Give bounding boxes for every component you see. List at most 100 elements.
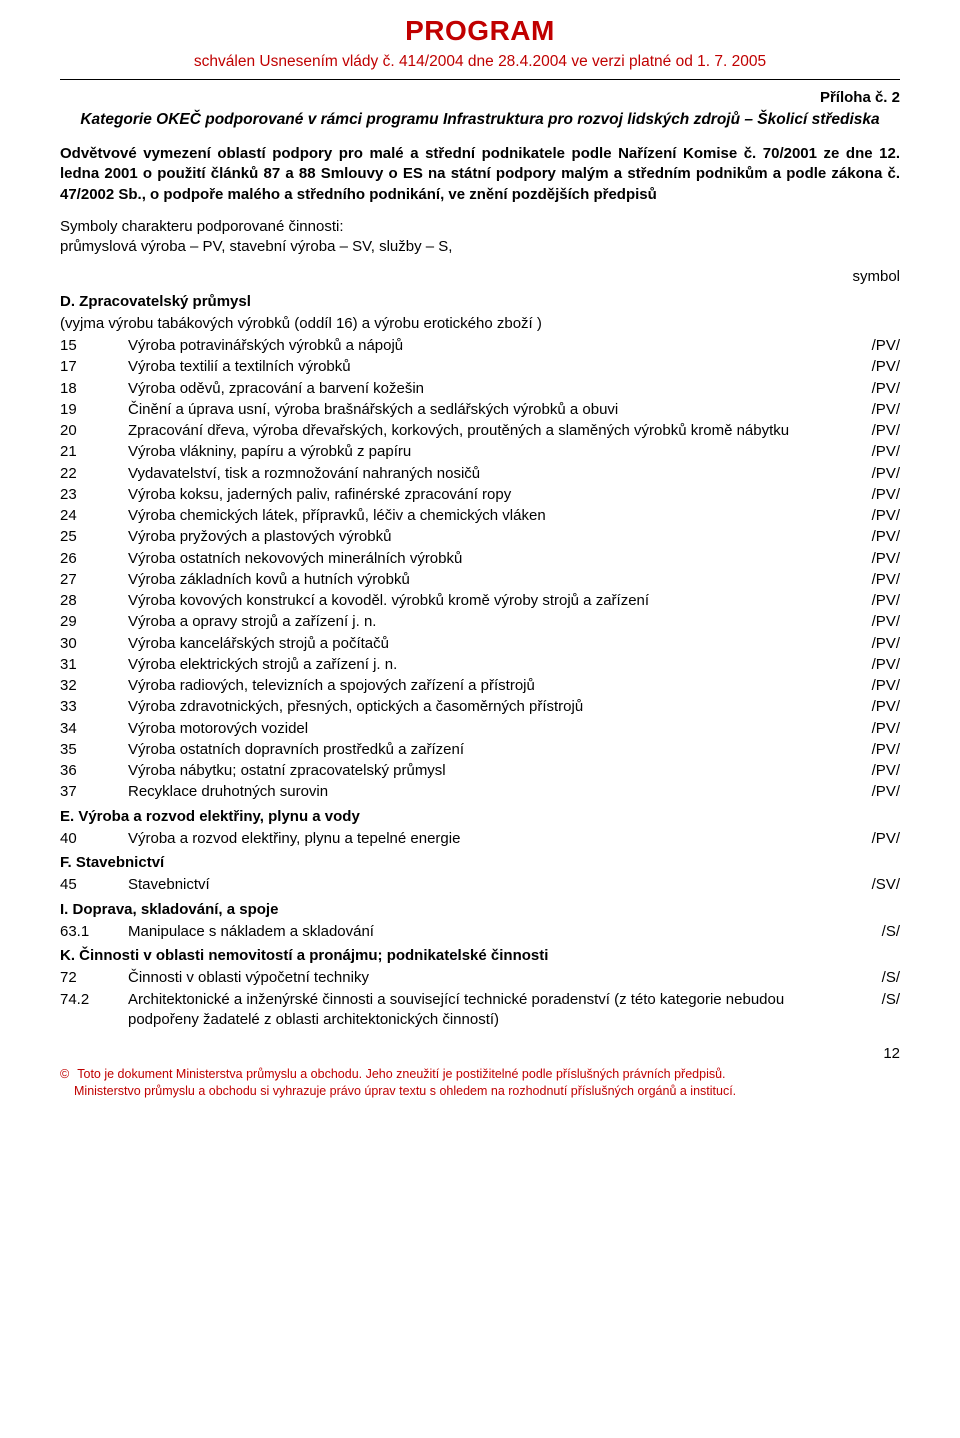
entry-symbol: /S/ — [856, 922, 900, 942]
section-e-heading: E. Výroba a rozvod elektřiny, plynu a vo… — [60, 807, 900, 827]
entry-code: 45 — [60, 875, 122, 895]
entry-symbol: /PV/ — [856, 506, 900, 526]
entry-code: 35 — [60, 740, 122, 760]
entry-code: 29 — [60, 612, 122, 632]
entry-code: 74.2 — [60, 990, 122, 1010]
entry-description: Výroba kovových konstrukcí a kovoděl. vý… — [128, 591, 850, 611]
entry-symbol: /PV/ — [856, 634, 900, 654]
entry-code: 32 — [60, 676, 122, 696]
table-row: 40 Výroba a rozvod elektřiny, plynu a tep… — [60, 829, 900, 849]
entry-code: 22 — [60, 464, 122, 484]
header-divider — [60, 79, 900, 80]
annex-title: Kategorie OKEČ podporované v rámci progr… — [70, 110, 890, 130]
footer-line-1: Toto je dokument Ministerstva průmyslu a… — [77, 1067, 725, 1081]
symbol-column-label: symbol — [60, 267, 900, 287]
entry-code: 25 — [60, 527, 122, 547]
table-row: 24Výroba chemických látek, přípravků, lé… — [60, 506, 900, 526]
table-row: 20 Zpracování dřeva, výroba dřevařských, … — [60, 421, 900, 441]
section-k-rows: 72Činnosti v oblasti výpočetní techniky/… — [60, 968, 900, 1030]
section-d-heading: D. Zpracovatelský průmysl — [60, 292, 900, 312]
entry-code: 37 — [60, 782, 122, 802]
table-row: 32 Výroba radiových, televizních a spojov… — [60, 676, 900, 696]
entry-description: Výroba a opravy strojů a zařízení j. n. — [128, 612, 850, 632]
header-subtitle: schválen Usnesením vlády č. 414/2004 dne… — [60, 52, 900, 73]
entry-description: Výroba nábytku; ostatní zpracovatelský p… — [128, 761, 850, 781]
entry-symbol: /PV/ — [856, 829, 900, 849]
table-row: 34Výroba motorových vozidel/PV/ — [60, 719, 900, 739]
entry-code: 21 — [60, 442, 122, 462]
table-row: 25Výroba pryžových a plastových výrobků/… — [60, 527, 900, 547]
section-d-note: (vyjma výrobu tabákových výrobků (oddíl … — [60, 314, 900, 334]
entry-symbol: /PV/ — [856, 485, 900, 505]
entry-symbol: /SV/ — [856, 875, 900, 895]
entry-description: Vydavatelství, tisk a rozmnožování nahra… — [128, 464, 850, 484]
entry-symbol: /PV/ — [856, 549, 900, 569]
table-row: 33 Výroba zdravotnických, přesných, optic… — [60, 697, 900, 717]
entry-description: Zpracování dřeva, výroba dřevařských, ko… — [128, 421, 850, 441]
entry-symbol: /PV/ — [856, 719, 900, 739]
section-f-rows: 45 Stavebnictví/SV/ — [60, 875, 900, 895]
entry-code: 30 — [60, 634, 122, 654]
entry-description: Výroba zdravotnických, přesných, optický… — [128, 697, 850, 717]
table-row: 74.2 Architektonické a inženýrské činnost… — [60, 990, 900, 1031]
entry-code: 34 — [60, 719, 122, 739]
entry-symbol: /PV/ — [856, 676, 900, 696]
entry-description: Architektonické a inženýrské činnosti a … — [128, 990, 850, 1031]
entry-symbol: /PV/ — [856, 336, 900, 356]
section-i-rows: 63.1Manipulace s nákladem a skladování/S… — [60, 922, 900, 942]
entry-description: Výroba koksu, jaderných paliv, rafinérsk… — [128, 485, 850, 505]
entry-description: Stavebnictví — [128, 875, 850, 895]
table-row: 28 Výroba kovových konstrukcí a kovoděl. … — [60, 591, 900, 611]
entry-code: 31 — [60, 655, 122, 675]
table-row: 63.1Manipulace s nákladem a skladování/S… — [60, 922, 900, 942]
table-row: 26Výroba ostatních nekovových minerálníc… — [60, 549, 900, 569]
entry-description: Výroba ostatních nekovových minerálních … — [128, 549, 850, 569]
entry-code: 19 — [60, 400, 122, 420]
table-row: 36 Výroba nábytku; ostatní zpracovatelský… — [60, 761, 900, 781]
entry-code: 33 — [60, 697, 122, 717]
footer: © Toto je dokument Ministerstva průmyslu… — [60, 1066, 900, 1100]
entry-symbol: /PV/ — [856, 379, 900, 399]
copyright-symbol: © — [60, 1066, 74, 1083]
entry-symbol: /PV/ — [856, 612, 900, 632]
table-row: 31Výroba elektrických strojů a zařízení … — [60, 655, 900, 675]
entry-code: 28 — [60, 591, 122, 611]
entry-code: 20 — [60, 421, 122, 441]
entry-symbol: /PV/ — [856, 421, 900, 441]
entry-description: Činění a úprava usní, výroba brašnářskýc… — [128, 400, 850, 420]
entry-symbol: /PV/ — [856, 740, 900, 760]
table-row: 23 Výroba koksu, jaderných paliv, rafinér… — [60, 485, 900, 505]
section-k-heading: K. Činnosti v oblasti nemovitostí a pron… — [60, 946, 900, 966]
entry-description: Výroba ostatních dopravních prostředků a… — [128, 740, 850, 760]
entry-symbol: /PV/ — [856, 464, 900, 484]
entry-symbol: /S/ — [856, 990, 900, 1010]
entry-symbol: /PV/ — [856, 655, 900, 675]
entry-symbol: /PV/ — [856, 357, 900, 377]
entry-description: Výroba oděvů, zpracování a barvení kožeš… — [128, 379, 850, 399]
table-row: 30 Výroba kancelářských strojů a počítačů… — [60, 634, 900, 654]
header-title: PROGRAM — [60, 12, 900, 50]
table-row: 21Výroba vlákniny, papíru a výrobků z pa… — [60, 442, 900, 462]
table-row: 18Výroba oděvů, zpracování a barvení kož… — [60, 379, 900, 399]
entry-code: 23 — [60, 485, 122, 505]
section-e-rows: 40 Výroba a rozvod elektřiny, plynu a tep… — [60, 829, 900, 849]
entry-symbol: /PV/ — [856, 697, 900, 717]
entry-symbol: /S/ — [856, 968, 900, 988]
entry-code: 15 — [60, 336, 122, 356]
table-row: 15Výroba potravinářských výrobků a nápoj… — [60, 336, 900, 356]
entry-code: 17 — [60, 357, 122, 377]
entry-symbol: /PV/ — [856, 442, 900, 462]
entry-code: 63.1 — [60, 922, 122, 942]
entry-description: Výroba a rozvod elektřiny, plynu a tepel… — [128, 829, 850, 849]
section-i-heading: I. Doprava, skladování, a spoje — [60, 900, 900, 920]
entry-description: Výroba pryžových a plastových výrobků — [128, 527, 850, 547]
entry-code: 36 — [60, 761, 122, 781]
table-row: 72Činnosti v oblasti výpočetní techniky/… — [60, 968, 900, 988]
table-row: 45 Stavebnictví/SV/ — [60, 875, 900, 895]
page-number: 12 — [60, 1044, 900, 1064]
entry-code: 40 — [60, 829, 122, 849]
entry-description: Výroba kancelářských strojů a počítačů — [128, 634, 850, 654]
entry-description: Výroba radiových, televizních a spojovýc… — [128, 676, 850, 696]
entry-symbol: /PV/ — [856, 761, 900, 781]
entry-description: Recyklace druhotných surovin — [128, 782, 850, 802]
